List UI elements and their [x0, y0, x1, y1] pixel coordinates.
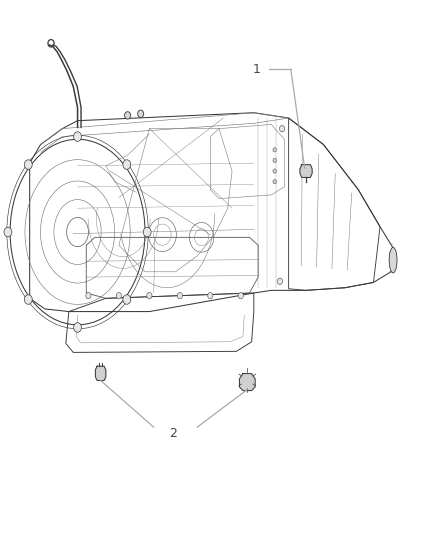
Circle shape — [273, 148, 276, 152]
Circle shape — [273, 180, 276, 184]
Polygon shape — [300, 165, 312, 177]
Circle shape — [74, 132, 81, 141]
Circle shape — [124, 112, 131, 119]
Circle shape — [123, 160, 131, 169]
Circle shape — [279, 125, 285, 132]
Circle shape — [277, 278, 283, 285]
Circle shape — [116, 293, 121, 299]
Circle shape — [4, 227, 12, 237]
Circle shape — [86, 293, 91, 299]
Circle shape — [208, 293, 213, 299]
Circle shape — [177, 293, 183, 299]
Circle shape — [123, 295, 131, 304]
Circle shape — [74, 322, 81, 332]
Circle shape — [143, 227, 151, 237]
Polygon shape — [240, 374, 255, 391]
Circle shape — [138, 110, 144, 117]
Text: 1: 1 — [252, 63, 260, 76]
Ellipse shape — [389, 247, 397, 273]
Polygon shape — [95, 366, 106, 381]
Circle shape — [25, 160, 32, 169]
Circle shape — [238, 293, 244, 299]
Circle shape — [25, 295, 32, 304]
Circle shape — [147, 293, 152, 299]
Text: 2: 2 — [170, 427, 177, 440]
Circle shape — [273, 158, 276, 163]
Circle shape — [273, 169, 276, 173]
